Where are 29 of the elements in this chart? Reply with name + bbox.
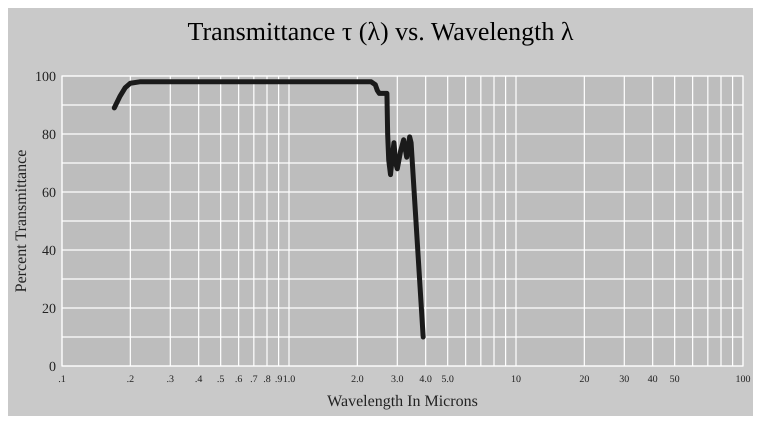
y-tick-label: 0 <box>49 360 56 375</box>
y-tick-label: 80 <box>42 128 56 143</box>
x-tick-label: 50 <box>670 374 680 385</box>
x-axis-title: Wavelength In Microns <box>327 393 478 410</box>
x-tick-label: .8 <box>263 374 271 385</box>
x-tick-label: 5.0 <box>441 374 454 385</box>
y-tick-label: 100 <box>35 70 56 85</box>
x-tick-label: .4 <box>194 374 202 385</box>
x-tick-label: 2.0 <box>351 374 364 385</box>
x-tick-label: .5 <box>216 374 224 385</box>
y-tick-label: 40 <box>42 244 56 259</box>
y-axis-title: Percent Transmittance <box>13 150 30 292</box>
x-tick-label: 40 <box>648 374 658 385</box>
x-tick-label: 20 <box>579 374 590 385</box>
y-tick-label: 20 <box>42 302 56 317</box>
x-tick-label: 3.0 <box>391 374 404 385</box>
x-tick-label: 10 <box>511 374 521 385</box>
x-tick-label: 30 <box>619 374 630 385</box>
chart-title: Transmittance τ (λ) vs. Wavelength λ <box>188 17 574 46</box>
x-tick-label: 1.0 <box>282 374 296 385</box>
x-tick-label: .3 <box>166 374 174 385</box>
x-tick-label: 4.0 <box>419 374 432 385</box>
y-tick-label: 60 <box>42 186 56 201</box>
x-tick-label: .6 <box>234 374 242 385</box>
x-tick-label: .9 <box>274 374 282 385</box>
x-tick-label: 100 <box>736 374 750 385</box>
x-tick-label: .2 <box>126 374 134 385</box>
x-tick-label: .7 <box>250 374 258 385</box>
x-tick-label: .1 <box>58 374 66 385</box>
